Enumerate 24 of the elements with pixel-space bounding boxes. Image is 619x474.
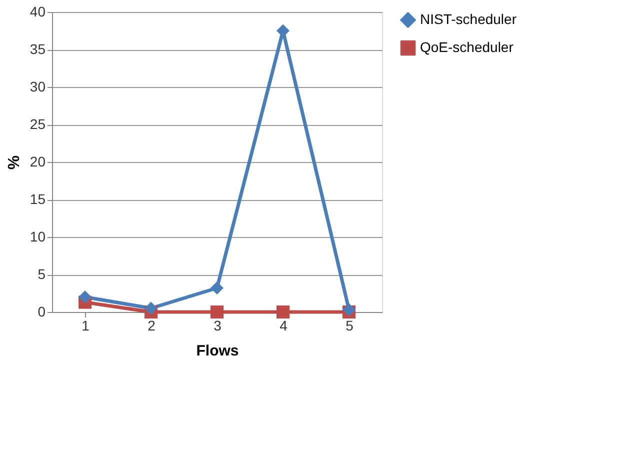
y-tick-label: 40 [30, 4, 46, 20]
y-tick-label: 0 [38, 304, 46, 320]
x-tick-label: 4 [280, 318, 288, 334]
point [210, 305, 224, 319]
point [210, 281, 224, 295]
point [342, 303, 356, 316]
y-tick-label: 5 [38, 266, 46, 282]
point [276, 305, 290, 319]
x-tick-label: 2 [148, 318, 156, 334]
x-tick-label: 5 [346, 318, 354, 334]
y-tick-label: 35 [30, 41, 46, 57]
y-tick-label: 10 [30, 228, 46, 244]
y-tick-label: 15 [30, 191, 46, 207]
y-tick-label: 30 [30, 78, 46, 94]
point [144, 302, 158, 315]
y-tick-label: 20 [30, 154, 46, 170]
x-axis-title: Flows [196, 342, 239, 360]
y-axis-title: % [6, 155, 23, 170]
legend-label: NIST-scheduler [420, 11, 517, 27]
legend-label: QoE-scheduler [420, 39, 514, 55]
point [78, 290, 92, 304]
y-tick-label: 25 [30, 116, 46, 132]
x-tick-label: 3 [214, 318, 222, 334]
x-tick-label: 1 [82, 318, 90, 334]
